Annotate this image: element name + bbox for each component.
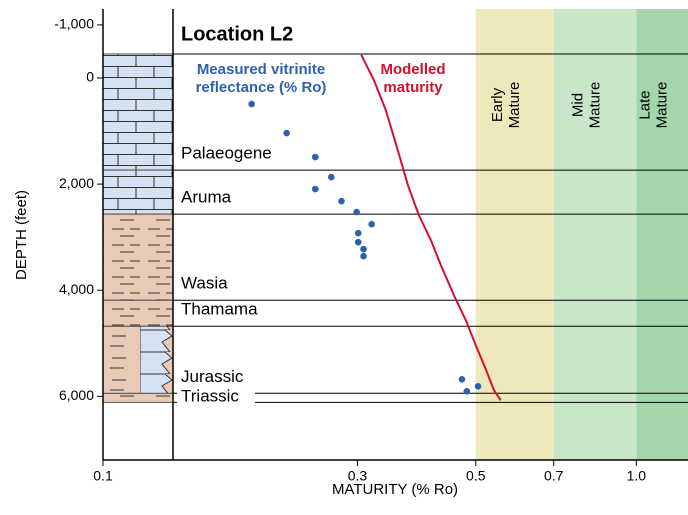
formation-label: Palaeogene — [181, 144, 272, 163]
lithology-unit — [102, 53, 174, 171]
x-tick-label: 0.1 — [93, 468, 113, 484]
y-axis-label: DEPTH (feet) — [13, 190, 30, 280]
lithology-unit — [102, 325, 174, 394]
data-point — [463, 388, 471, 395]
formation-label: Aruma — [181, 188, 232, 207]
legend-label: reflectance (% Ro) — [196, 79, 327, 96]
data-point — [360, 245, 367, 253]
data-point — [311, 153, 319, 161]
y-tick-label: -1,000 — [54, 16, 94, 32]
zone-label: Mature — [586, 82, 603, 129]
formation-lines: Palaeogene Aruma Wasia Thamama JurassicTrias… — [173, 53, 688, 405]
zone-label: Mature — [506, 82, 523, 129]
data-point — [353, 208, 360, 216]
label-bg — [177, 388, 255, 405]
legend-label: Measured vitrinite — [197, 61, 325, 78]
lithology-unit — [102, 299, 174, 327]
lithology-column — [102, 53, 174, 403]
data-point — [338, 197, 345, 205]
data-point — [311, 185, 319, 193]
legend-label: Modelled — [380, 61, 445, 78]
x-tick-label: 0.5 — [466, 468, 486, 484]
legend-label: maturity — [383, 79, 443, 96]
data-point — [458, 375, 466, 383]
formation-label: Triassic — [181, 386, 239, 405]
data-point — [328, 173, 335, 181]
lithology-unit — [102, 392, 174, 403]
data-point — [283, 129, 290, 137]
data-point — [474, 383, 482, 390]
y-tick-label: 2,000 — [59, 175, 94, 191]
lithology-unit — [102, 169, 174, 215]
y-tick-label: 4,000 — [59, 281, 94, 297]
zone-label: Mid — [569, 93, 586, 117]
model-line — [360, 54, 502, 401]
zone-label: Late — [637, 90, 654, 119]
maturity-zone — [636, 9, 688, 460]
x-tick-label: 1.0 — [627, 468, 647, 484]
formation-label: Jurassic — [181, 367, 244, 386]
lithology-unit — [102, 213, 174, 301]
data-point — [354, 238, 362, 246]
y-tick-label: 0 — [86, 69, 94, 85]
formation-label: Wasia — [181, 274, 228, 293]
zones: Early Mature Mid Mature Late Mature — [475, 9, 688, 460]
formation-label: Thamama — [181, 300, 258, 319]
x-tick-label: 0.3 — [348, 468, 368, 484]
data-point — [360, 252, 367, 260]
data-point — [368, 220, 375, 228]
maturity-zone — [475, 9, 554, 460]
zone-label: Mature — [654, 82, 671, 129]
data-point — [354, 229, 362, 237]
maturity-zone — [553, 9, 637, 460]
x-tick-label: 0.7 — [544, 468, 564, 484]
x-axis-label: MATURITY (% Ro) — [332, 481, 458, 498]
y-tick-label: 6,000 — [59, 387, 94, 403]
zone-label: Early — [489, 87, 506, 122]
data-point — [248, 100, 255, 108]
marks — [248, 54, 502, 401]
chart-title: Location L2 — [181, 23, 293, 45]
